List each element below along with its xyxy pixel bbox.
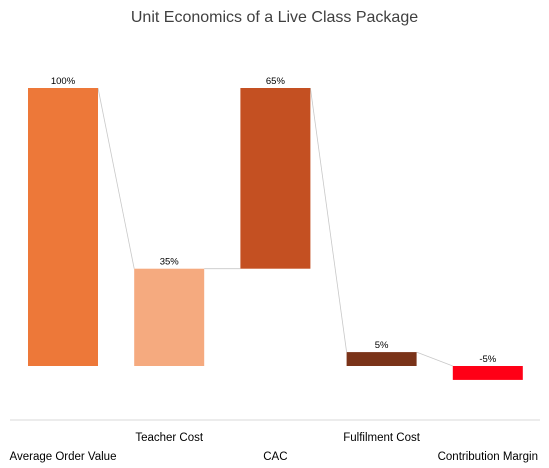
data-label-average-order-value: 100% — [51, 76, 76, 87]
connector-lines — [97, 87, 453, 367]
bar-contribution-margin — [452, 366, 523, 380]
connector-line-4 — [416, 351, 453, 367]
data-label-cac: 65% — [266, 76, 286, 87]
data-label-teacher-cost: 35% — [160, 257, 180, 268]
category-label-cac: CAC — [263, 451, 287, 463]
connector-line-1 — [97, 87, 135, 269]
chart-title: Unit Economics of a Live Class Package — [131, 9, 418, 26]
category-label-teacher-cost: Teacher Cost — [135, 432, 204, 444]
bar-average-order-value — [28, 88, 98, 366]
category-labels: Average Order Value Teacher Cost CAC Fulfil… — [10, 432, 538, 463]
bar-teacher-cost — [134, 268, 205, 366]
category-label-average-order-value: Average Order Value — [10, 451, 117, 463]
data-label-fulfilment-cost: 5% — [375, 340, 389, 351]
category-label-fulfilment-cost: Fulfilment Cost — [343, 432, 420, 444]
bars — [28, 88, 523, 380]
data-label-contribution-margin: -5% — [479, 354, 496, 365]
bar-fulfilment-cost — [346, 352, 417, 366]
connector-line-3 — [310, 87, 347, 353]
bar-cac — [240, 88, 311, 269]
category-label-contribution-margin: Contribution Margin — [438, 451, 538, 463]
data-labels: 100% 35% 65% 5% -5% — [51, 76, 497, 365]
